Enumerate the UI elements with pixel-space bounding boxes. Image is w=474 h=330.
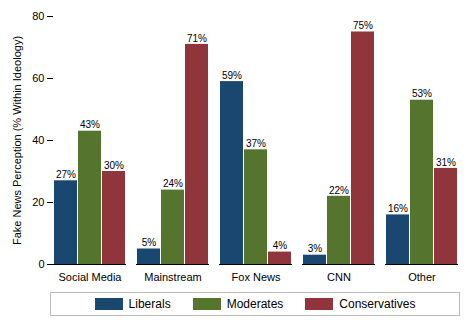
svg-text:24%: 24% bbox=[163, 178, 183, 189]
svg-text:22%: 22% bbox=[329, 185, 349, 196]
svg-text:71%: 71% bbox=[187, 33, 207, 44]
svg-text:60: 60 bbox=[32, 72, 44, 84]
svg-text:31%: 31% bbox=[436, 157, 456, 168]
svg-text:0: 0 bbox=[38, 258, 44, 270]
svg-text:20: 20 bbox=[32, 196, 44, 208]
svg-text:Social Media: Social Media bbox=[59, 271, 123, 283]
svg-text:Mainstream: Mainstream bbox=[144, 271, 201, 283]
html-text:Moderates: Moderates bbox=[226, 297, 284, 311]
svg-text:CNN: CNN bbox=[327, 271, 351, 283]
svg-text:3%: 3% bbox=[308, 243, 323, 254]
svg-text:Other: Other bbox=[408, 271, 436, 283]
svg-text:Fox News: Fox News bbox=[232, 271, 281, 283]
svg-text:16%: 16% bbox=[388, 203, 408, 214]
svg-text:80: 80 bbox=[32, 10, 44, 22]
svg-text:30%: 30% bbox=[104, 160, 124, 171]
svg-text:Fake News Perception (% Within: Fake News Perception (% Within Ideology) bbox=[11, 36, 23, 245]
html-text:Liberals: Liberals bbox=[128, 297, 171, 311]
svg-text:5%: 5% bbox=[142, 237, 157, 248]
svg-text:40: 40 bbox=[32, 134, 44, 146]
html-text:Conservatives: Conservatives bbox=[339, 297, 416, 311]
svg-text:43%: 43% bbox=[80, 119, 100, 130]
svg-text:53%: 53% bbox=[412, 88, 432, 99]
svg-text:75%: 75% bbox=[353, 20, 373, 31]
svg-text:27%: 27% bbox=[56, 169, 76, 180]
svg-text:37%: 37% bbox=[246, 138, 266, 149]
svg-text:59%: 59% bbox=[222, 70, 242, 81]
svg-text:4%: 4% bbox=[273, 240, 288, 251]
